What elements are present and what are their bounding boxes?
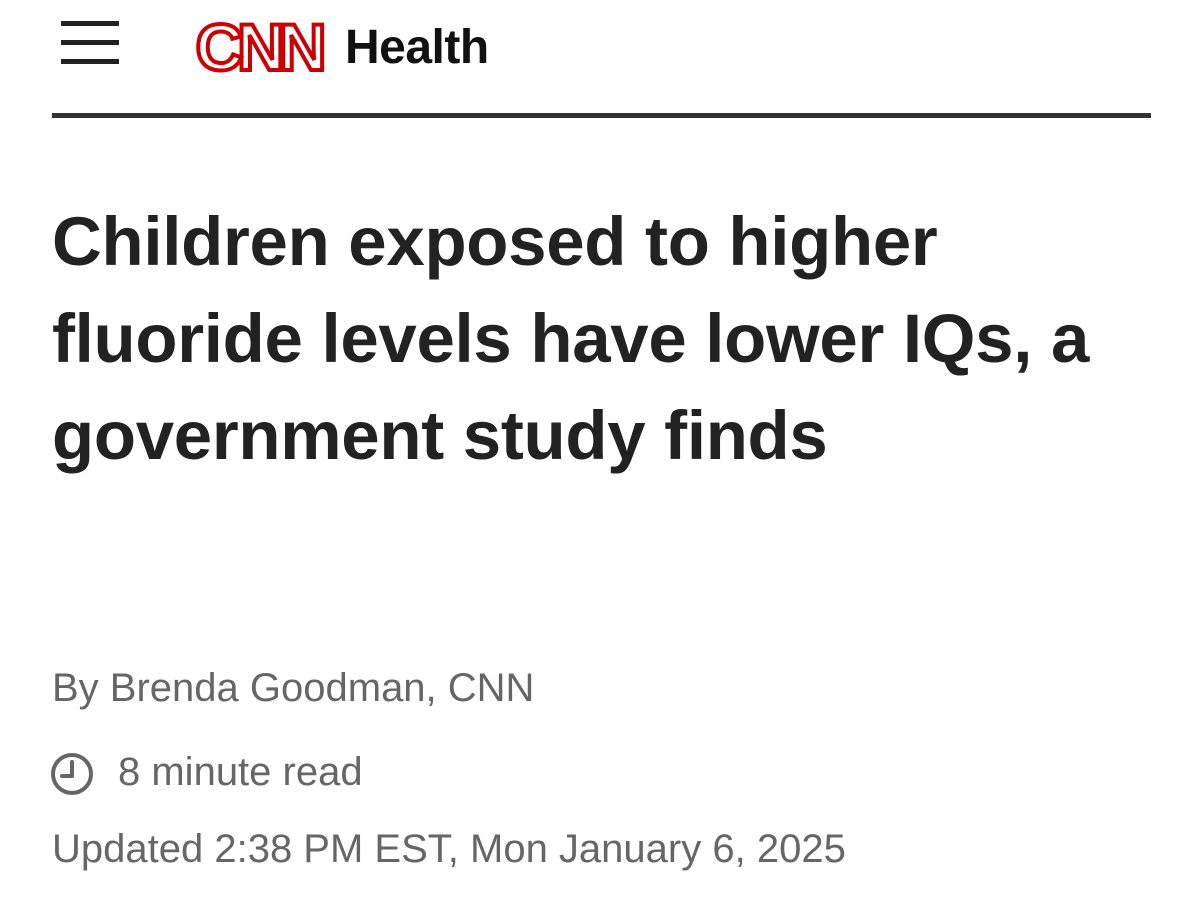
byline: By Brenda Goodman, CNN xyxy=(52,666,535,710)
read-time: 8 minute read xyxy=(118,750,363,794)
menu-button[interactable] xyxy=(58,18,124,70)
logo-text: CNN xyxy=(196,10,323,84)
updated-time: Updated 2:38 PM EST, Mon January 6, 2025 xyxy=(52,827,846,871)
section-name[interactable]: Health xyxy=(345,21,489,74)
cnn-logo[interactable]: CNN xyxy=(178,8,338,88)
clock-icon xyxy=(51,753,93,795)
headline: Children exposed to higher fluoride leve… xyxy=(52,203,1090,474)
header-rule xyxy=(52,113,1151,118)
